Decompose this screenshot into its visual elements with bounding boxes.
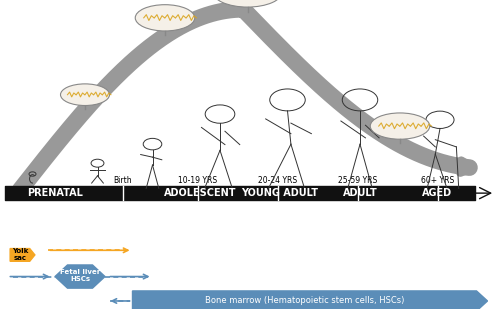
Text: 25-59 YRS: 25-59 YRS	[338, 176, 377, 185]
Polygon shape	[55, 265, 105, 288]
Text: 60+ YRS: 60+ YRS	[421, 176, 454, 185]
Text: PRENATAL: PRENATAL	[27, 188, 83, 198]
Text: AGED: AGED	[422, 188, 452, 198]
Text: Bone marrow (Hematopoietic stem cells, HSCs): Bone marrow (Hematopoietic stem cells, H…	[206, 296, 404, 306]
Polygon shape	[10, 248, 35, 261]
Text: 10-19 YRS: 10-19 YRS	[178, 176, 217, 185]
Ellipse shape	[60, 84, 110, 105]
Text: Yolk
sac: Yolk sac	[12, 248, 28, 261]
Polygon shape	[132, 291, 488, 309]
Text: Birth: Birth	[113, 176, 132, 185]
Ellipse shape	[135, 5, 195, 31]
Text: ADULT: ADULT	[342, 188, 378, 198]
Ellipse shape	[370, 113, 430, 139]
Text: ADOLESCENT: ADOLESCENT	[164, 188, 236, 198]
Text: Fetal liver
HSCs: Fetal liver HSCs	[60, 269, 100, 282]
Text: 20-24 YRS: 20-24 YRS	[258, 176, 297, 185]
Ellipse shape	[212, 0, 282, 7]
Text: YOUNG ADULT: YOUNG ADULT	[242, 188, 318, 198]
